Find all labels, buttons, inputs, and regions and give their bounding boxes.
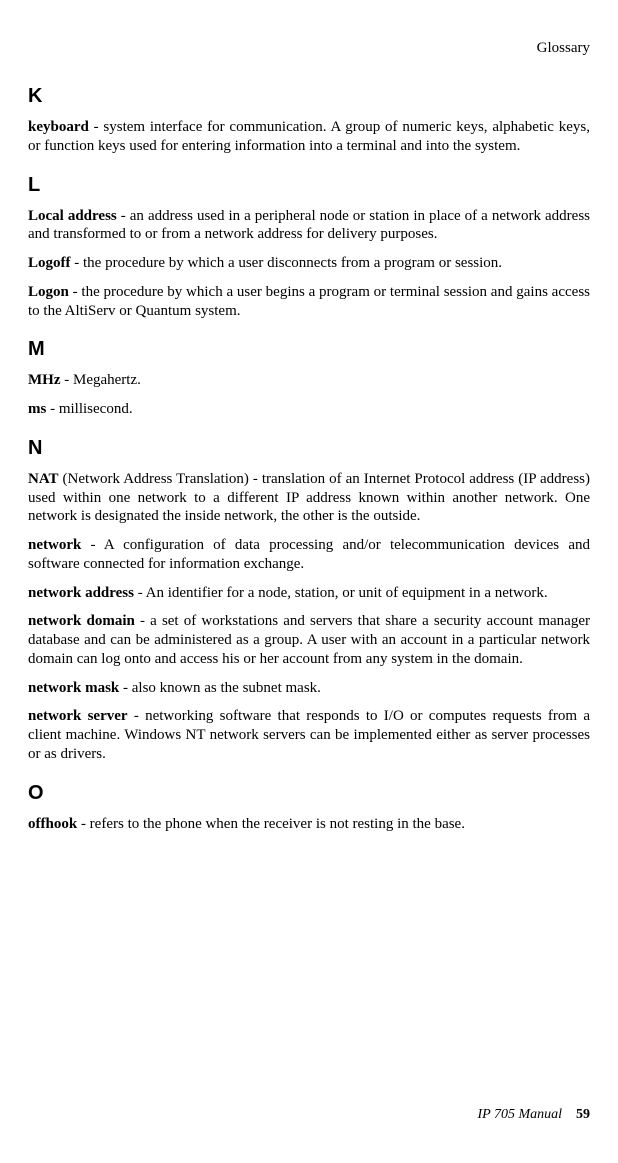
term: network domain (28, 613, 135, 629)
term: Local address (28, 208, 117, 224)
page-header: Glossary (28, 40, 590, 57)
term: NAT (28, 471, 59, 487)
entry-keyboard: keyboard - system interface for communic… (28, 118, 590, 156)
definition: - the procedure by which a user begins a… (28, 284, 590, 319)
section-letter-n: N (28, 437, 590, 460)
entry-logoff: Logoff - the procedure by which a user d… (28, 254, 590, 273)
entry-logon: Logon - the procedure by which a user be… (28, 283, 590, 321)
page-footer: IP 705 Manual 59 (477, 1107, 590, 1123)
page-number: 59 (576, 1107, 590, 1122)
glossary-page: Glossary K keyboard - system interface f… (0, 0, 618, 833)
section-letter-l: L (28, 174, 590, 197)
term: network server (28, 708, 128, 724)
entry-network-server: network server - networking software tha… (28, 707, 590, 763)
term: offhook (28, 816, 77, 832)
term: network address (28, 585, 134, 601)
entry-local-address: Local address - an address used in a per… (28, 207, 590, 245)
entry-mhz: MHz - Megahertz. (28, 371, 590, 390)
section-letter-k: K (28, 85, 590, 108)
definition: - system interface for communication. A … (28, 119, 590, 154)
definition: - Megahertz. (60, 372, 140, 388)
section-letter-m: M (28, 338, 590, 361)
term: keyboard (28, 119, 89, 135)
entry-network-mask: network mask - also known as the subnet … (28, 679, 590, 698)
definition: - the procedure by which a user disconne… (71, 255, 503, 271)
term: Logon (28, 284, 69, 300)
section-letter-o: O (28, 782, 590, 805)
term: network (28, 537, 81, 553)
definition: - also known as the subnet mask. (119, 680, 321, 696)
definition: - refers to the phone when the receiver … (77, 816, 465, 832)
entry-network-address: network address - An identifier for a no… (28, 584, 590, 603)
entry-ms: ms - millisecond. (28, 400, 590, 419)
definition: - An identifier for a node, station, or … (134, 585, 548, 601)
entry-nat: NAT (Network Address Translation) - tran… (28, 470, 590, 526)
definition: - A configuration of data processing and… (28, 537, 590, 572)
term: MHz (28, 372, 60, 388)
definition: - millisecond. (46, 401, 132, 417)
definition: (Network Address Translation) - translat… (28, 471, 590, 525)
term: ms (28, 401, 46, 417)
manual-title: IP 705 Manual (477, 1107, 562, 1122)
entry-network-domain: network domain - a set of workstations a… (28, 612, 590, 668)
entry-offhook: offhook - refers to the phone when the r… (28, 815, 590, 834)
term: network mask (28, 680, 119, 696)
term: Logoff (28, 255, 71, 271)
entry-network: network - A configuration of data proces… (28, 536, 590, 574)
